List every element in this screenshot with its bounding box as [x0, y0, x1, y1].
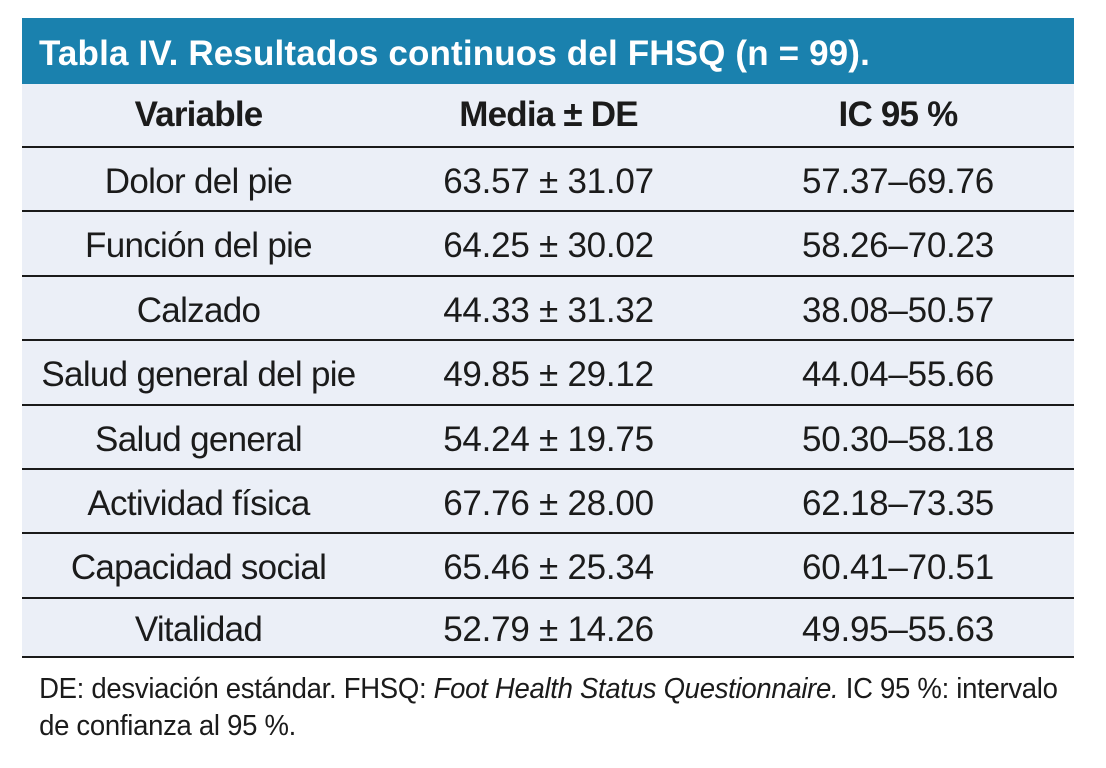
table-cell: 49.85 ± 29.12: [375, 341, 722, 406]
footnote-italic-segment: Foot Health Status Questionnaire.: [433, 673, 839, 705]
table-cell: 57.37–69.76: [722, 148, 1074, 212]
column-header-0: Variable: [22, 84, 375, 148]
table-title: Tabla IV. Resultados continuos del FHSQ …: [39, 34, 870, 73]
table-footnote: DE: desviación estándar. FHSQ: Foot Heal…: [22, 671, 1084, 745]
table-row: Calzado 44.33 ± 31.32 38.08–50.57: [22, 277, 1074, 341]
table-cell: 54.24 ± 19.75: [375, 406, 722, 470]
table-cell: Salud general: [22, 406, 375, 470]
column-header-1: Media ± DE: [375, 84, 722, 148]
table-cell: 44.33 ± 31.32: [375, 277, 722, 341]
footnote-segment: DE: desviación estándar. FHSQ:: [39, 673, 434, 705]
table-cell: 58.26–70.23: [722, 212, 1074, 277]
table-cell: 38.08–50.57: [722, 277, 1074, 341]
table-title-bar: Tabla IV. Resultados continuos del FHSQ …: [22, 18, 1074, 84]
footnote-segment: IC 95 %: intervalo de confianza al 95 %.: [39, 673, 1058, 742]
results-table-figure: Tabla IV. Resultados continuos del FHSQ …: [22, 18, 1074, 745]
table-cell: 50.30–58.18: [722, 406, 1074, 470]
table-row: Salud general del pie 49.85 ± 29.12 44.04–…: [22, 341, 1074, 406]
table-header-row: Variable Media ± DE IC 95 %: [22, 84, 1074, 148]
table-row: Función del pie 64.25 ± 30.02 58.26–70.23: [22, 212, 1074, 277]
table-cell: 67.76 ± 28.00: [375, 470, 722, 534]
table-row: Actividad física 67.76 ± 28.00 62.18–73.35: [22, 470, 1074, 534]
table-row: Vitalidad 52.79 ± 14.26 49.95–55.63: [22, 599, 1074, 658]
table-row: Dolor del pie 63.57 ± 31.07 57.37–69.76: [22, 148, 1074, 212]
results-table: Variable Media ± DE IC 95 % Dolor del pie 6…: [22, 84, 1074, 658]
table-cell: Salud general del pie: [22, 341, 375, 406]
table-cell: Calzado: [22, 277, 375, 341]
table-cell: 52.79 ± 14.26: [375, 599, 722, 658]
table-cell: Función del pie: [22, 212, 375, 277]
table-cell: Actividad física: [22, 470, 375, 534]
table-cell: 44.04–55.66: [722, 341, 1074, 406]
table-cell: Dolor del pie: [22, 148, 375, 212]
table-cell: 62.18–73.35: [722, 470, 1074, 534]
table-cell: 60.41–70.51: [722, 534, 1074, 599]
table-row: Salud general 54.24 ± 19.75 50.30–58.18: [22, 406, 1074, 470]
table-cell: Capacidad social: [22, 534, 375, 599]
table-cell: 49.95–55.63: [722, 599, 1074, 658]
table-cell: 65.46 ± 25.34: [375, 534, 722, 599]
table-cell: 63.57 ± 31.07: [375, 148, 722, 212]
table-cell: Vitalidad: [22, 599, 375, 658]
table-row: Capacidad social 65.46 ± 25.34 60.41–70.51: [22, 534, 1074, 599]
table-cell: 64.25 ± 30.02: [375, 212, 722, 277]
column-header-2: IC 95 %: [722, 84, 1074, 148]
